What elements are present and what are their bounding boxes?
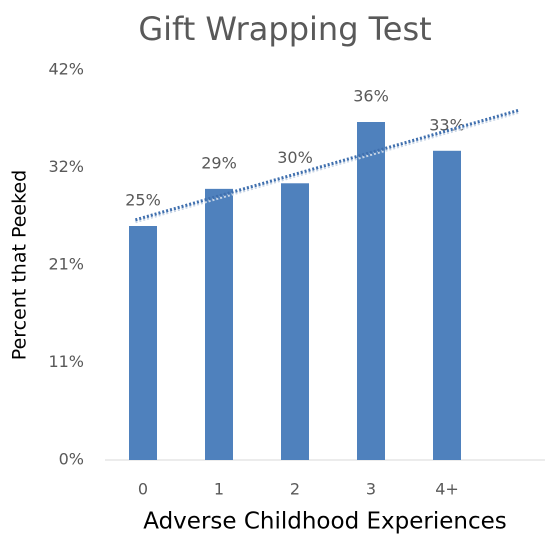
- data-label: 29%: [201, 153, 237, 172]
- bar: [205, 188, 233, 460]
- y-axis-label: Percent that Peeked: [9, 170, 31, 360]
- x-tick-label: 3: [366, 480, 376, 499]
- x-tick-label: 1: [214, 480, 224, 499]
- bar: [281, 183, 309, 461]
- bar: [129, 226, 157, 460]
- y-tick-label: 42%: [48, 60, 84, 79]
- y-tick-label: 11%: [48, 352, 84, 371]
- trendline: [134, 108, 520, 222]
- data-label: 25%: [125, 191, 161, 210]
- x-tick-label: 0: [138, 480, 148, 499]
- trendline-shadow: [134, 110, 520, 224]
- data-label: 36%: [353, 87, 389, 106]
- y-tick-label: 32%: [48, 157, 84, 176]
- bar: [433, 150, 461, 461]
- chart-title: Gift Wrapping Test: [138, 10, 431, 48]
- y-tick-label: 0%: [59, 450, 84, 469]
- y-tick-label: 21%: [48, 255, 84, 274]
- x-tick-label: 4+: [435, 480, 459, 499]
- x-axis-label: Adverse Childhood Experiences: [143, 509, 507, 535]
- x-tick-label: 2: [290, 480, 300, 499]
- bar: [357, 122, 385, 460]
- data-label: 30%: [277, 148, 313, 167]
